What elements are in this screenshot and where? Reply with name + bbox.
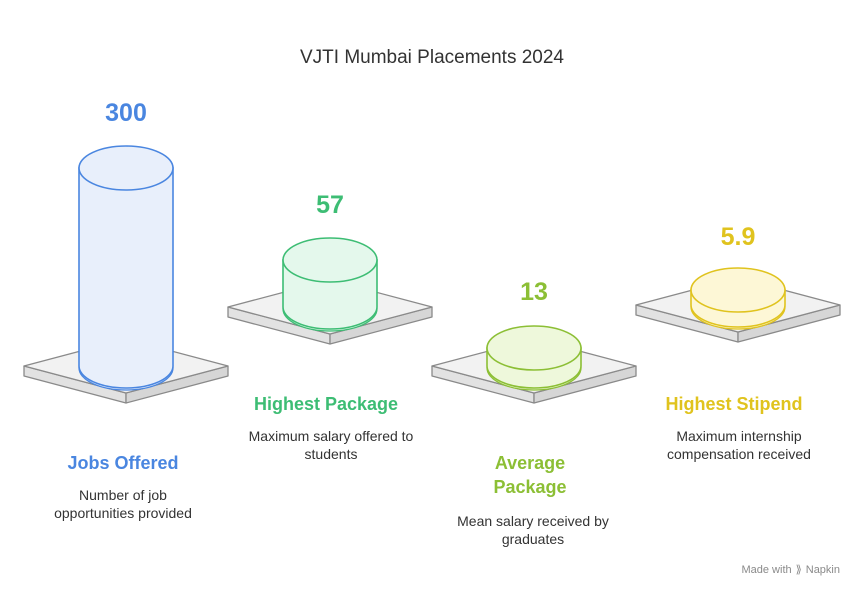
made-with-napkin: Made with ⟫ Napkin	[741, 563, 840, 577]
average-package-label: Average Package	[493, 453, 567, 497]
napkin-logo-icon: ⟫	[795, 564, 802, 576]
highest-package-description: Maximum salary offered to students	[248, 428, 414, 462]
napkin-brand-text: Napkin	[805, 563, 840, 576]
average-package-description: Mean salary received by graduates	[457, 513, 609, 547]
cylinder-highest-stipend-top	[690, 267, 786, 313]
jobs-offered-label: Jobs Offered	[67, 453, 179, 473]
highest-stipend-label: Highest Stipend	[665, 394, 803, 414]
jobs-offered-description: Number of job opportunities provided	[54, 487, 192, 521]
highest-stipend-description: Maximum internship compensation received	[667, 428, 811, 462]
made-with-text: Made with	[741, 563, 792, 576]
cylinder-highest-package-top	[282, 237, 378, 283]
jobs-offered-value: 300	[105, 99, 147, 127]
average-package-value: 13	[520, 278, 548, 306]
cylinder-jobs-offered-top	[78, 145, 174, 191]
highest-package-value: 57	[316, 191, 344, 219]
highest-stipend-value: 5.9	[720, 223, 756, 251]
cylinder-average-package-top	[486, 325, 582, 371]
cylinder-jobs-offered-body	[78, 167, 174, 389]
highest-package-label: Highest Package	[253, 394, 399, 414]
page-title: VJTI Mumbai Placements 2024	[299, 47, 564, 68]
